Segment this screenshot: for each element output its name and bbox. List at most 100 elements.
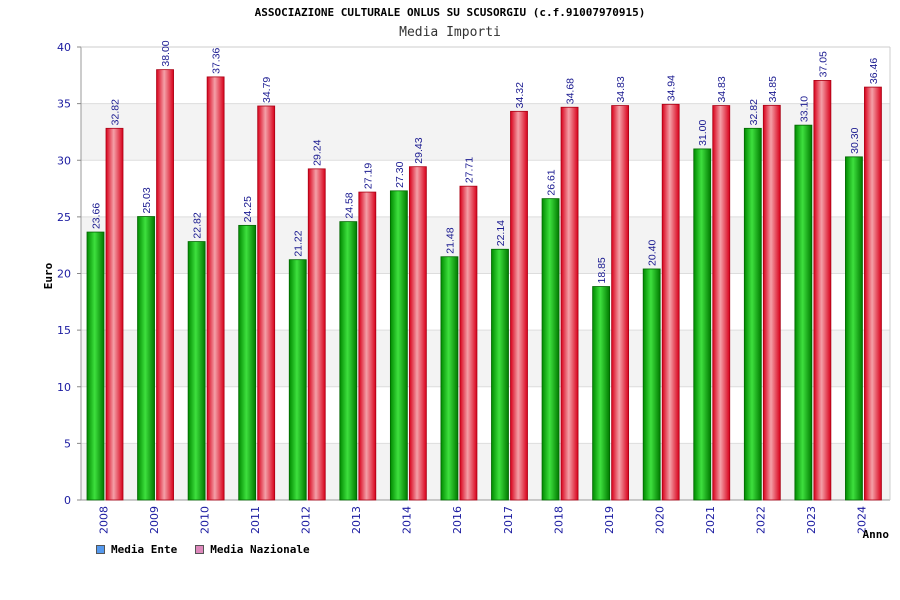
bar-media-ente-2013 [339, 221, 358, 501]
value-labels: 23.66 32.82 25.03 38.00 22.82 37.36 24.25 34.79… [91, 40, 880, 283]
y-axis-ticks: 0 5 10 15 20 25 30 35 40 [57, 41, 81, 507]
bar-media-nazionale-2013 [358, 191, 377, 501]
value-label: 22.82 [192, 212, 204, 238]
x-tick-label: 2022 [755, 506, 768, 534]
legend-label: Media Ente [111, 543, 178, 556]
x-tick-label: 2019 [603, 506, 616, 534]
bar-media-nazionale-2017 [510, 110, 528, 501]
value-label: 30.30 [849, 127, 861, 153]
bar-media-nazionale-2020 [661, 103, 680, 501]
value-label: 20.40 [647, 240, 659, 266]
y-tick-label: 15 [57, 324, 71, 337]
x-tick-label: 2023 [805, 506, 818, 534]
value-label: 27.71 [463, 157, 475, 183]
bar-media-ente-2012 [288, 259, 307, 501]
value-label: 34.79 [261, 77, 273, 103]
value-label: 32.82 [110, 99, 122, 125]
bar-media-ente-2011 [238, 224, 257, 501]
bars [86, 69, 882, 501]
value-label: 18.85 [596, 257, 608, 283]
y-axis-label: Euro [42, 262, 55, 289]
y-tick-label: 5 [64, 437, 71, 450]
bar-media-nazionale-2018 [560, 106, 579, 501]
value-label: 29.43 [413, 137, 425, 163]
value-label: 31.00 [697, 119, 709, 145]
x-tick-label: 2013 [350, 506, 363, 534]
legend-swatch [96, 545, 105, 554]
value-label: 37.36 [211, 47, 223, 73]
x-tick-label: 2021 [704, 506, 717, 534]
bar-media-ente-2019 [592, 286, 611, 501]
x-tick-label: 2008 [97, 506, 110, 534]
chart-subtitle: Media Importi [399, 25, 501, 40]
y-tick-label: 25 [57, 211, 71, 224]
value-label: 21.48 [444, 227, 456, 253]
value-label: 33.10 [798, 96, 810, 122]
x-axis-label: Anno [863, 528, 890, 541]
bar-media-nazionale-2023 [813, 80, 832, 501]
bar-media-ente-2022 [743, 127, 762, 501]
x-axis-ticks: 2008 2009 2010 2011 2012 2013 2014 2016 2017 2018… [97, 506, 868, 534]
legend: Media Ente Media Nazionale [96, 543, 310, 556]
value-label: 32.82 [748, 99, 760, 125]
bar-media-nazionale-2024 [864, 86, 882, 501]
value-label: 22.14 [495, 220, 507, 246]
value-label: 34.68 [565, 78, 577, 104]
bar-media-ente-2008 [86, 231, 105, 501]
x-tick-label: 2011 [249, 506, 262, 534]
value-label: 25.03 [141, 187, 153, 213]
value-label: 34.83 [716, 76, 728, 102]
bar-media-nazionale-2012 [307, 168, 326, 501]
bar-media-nazionale-2016 [459, 185, 478, 501]
bar-media-nazionale-2019 [611, 105, 630, 501]
x-tick-label: 2009 [148, 506, 161, 534]
x-tick-label: 2024 [856, 506, 869, 534]
bar-media-ente-2010 [187, 241, 206, 501]
bar-media-ente-2014 [389, 190, 408, 501]
legend-item: Media Nazionale [195, 543, 310, 556]
value-label: 21.22 [293, 230, 305, 256]
value-label: 23.66 [91, 203, 103, 229]
bar-media-nazionale-2022 [762, 104, 781, 501]
bar-media-nazionale-2009 [156, 69, 174, 501]
value-label: 24.58 [343, 192, 355, 218]
value-label: 34.85 [767, 76, 779, 102]
x-tick-label: 2017 [502, 506, 515, 534]
value-label: 24.25 [242, 196, 254, 222]
bar-media-ente-2024 [845, 156, 863, 501]
bar-media-ente-2021 [693, 148, 712, 501]
value-label: 34.94 [666, 75, 678, 101]
bar-media-nazionale-2010 [206, 76, 225, 501]
legend-swatch [195, 545, 205, 554]
legend-item: Media Ente [96, 543, 177, 556]
x-tick-label: 2018 [552, 506, 565, 534]
legend-label: Media Nazionale [210, 543, 310, 556]
y-tick-label: 30 [57, 154, 71, 167]
y-tick-label: 35 [57, 98, 71, 111]
value-label: 38.00 [160, 40, 172, 66]
value-label: 27.30 [394, 161, 406, 187]
value-label: 34.32 [514, 82, 526, 108]
y-tick-label: 10 [57, 381, 71, 394]
bar-media-ente-2018 [541, 198, 560, 501]
value-label: 29.24 [312, 139, 324, 165]
x-tick-label: 2012 [300, 506, 313, 534]
x-tick-label: 2016 [451, 506, 464, 534]
bar-media-ente-2017 [491, 248, 509, 501]
bar-media-nazionale-2008 [105, 127, 124, 501]
bar-media-ente-2023 [794, 124, 813, 501]
x-tick-label: 2020 [653, 506, 666, 534]
value-label: 36.46 [868, 58, 880, 84]
value-label: 37.05 [817, 51, 829, 77]
bar-media-ente-2020 [642, 268, 661, 501]
chart-title: ASSOCIAZIONE CULTURALE ONLUS SU SCUSORGI… [254, 6, 646, 19]
bar-media-ente-2009 [137, 216, 155, 501]
y-tick-label: 20 [57, 268, 71, 281]
value-label: 34.83 [615, 76, 627, 102]
x-tick-label: 2010 [198, 506, 211, 534]
bar-media-nazionale-2021 [712, 105, 731, 501]
y-tick-label: 0 [64, 494, 71, 507]
value-label: 26.61 [546, 169, 558, 195]
bar-media-nazionale-2011 [257, 105, 276, 501]
